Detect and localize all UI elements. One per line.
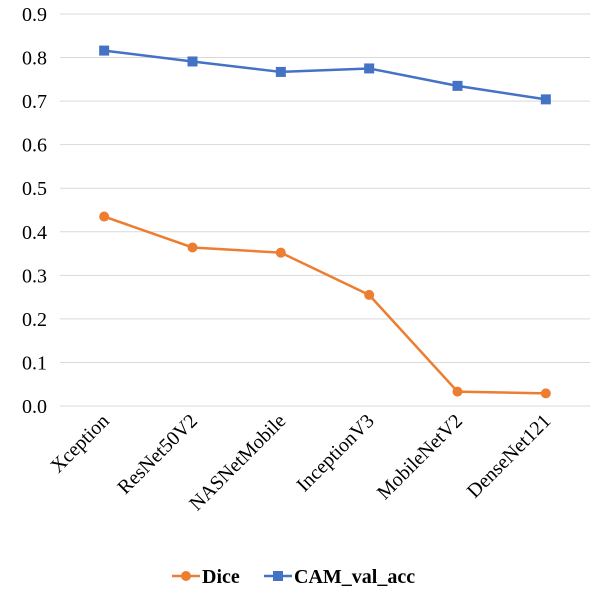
data-point [99,211,110,222]
gridlines [60,13,590,407]
data-point [187,242,198,253]
y-tick-label: 0.4 [22,222,47,244]
y-tick-label: 0.0 [22,396,47,418]
y-tick-label: 0.9 [22,4,47,26]
data-point [187,56,198,67]
legend-marker [273,571,283,581]
y-tick-label: 0.5 [22,178,47,200]
legend-label: CAM_val_acc [294,566,415,588]
data-point [364,289,375,300]
data-point [364,63,375,74]
series-lines [99,45,551,399]
y-tick-label: 0.8 [22,48,47,70]
x-tick-label: Xception [46,410,113,477]
series-line [103,215,546,395]
series-Dice [99,211,551,399]
x-tick-label: InceptionV3 [292,410,378,496]
y-tick-label: 0.1 [22,352,47,374]
y-tick-label: 0.6 [22,135,47,157]
data-point [275,247,286,258]
y-tick-label: 0.2 [22,309,47,331]
data-point [275,66,286,77]
data-point [540,388,551,399]
legend: Dice CAM_val_acc [172,566,415,588]
x-tick-label: MobileNetV2 [373,410,467,504]
data-point [452,80,463,91]
legend-label: Dice [202,566,240,588]
x-tick-label: DenseNet121 [463,410,556,503]
series-line [104,49,547,101]
data-point [99,45,110,56]
data-point [540,94,551,105]
y-tick-label: 0.7 [22,91,47,113]
legend-item: CAM_val_acc [264,566,415,588]
legend-item: Dice [172,566,240,588]
legend-marker [181,571,191,581]
data-point [452,386,463,397]
series-CAM_val_acc [99,45,551,105]
y-axis-tick-labels: 0.0 0.1 0.2 0.3 0.4 0.5 0.6 0.7 0.8 0.9 [22,4,47,418]
y-tick-label: 0.3 [22,265,47,287]
x-tick-label: ResNet50V2 [113,410,202,499]
